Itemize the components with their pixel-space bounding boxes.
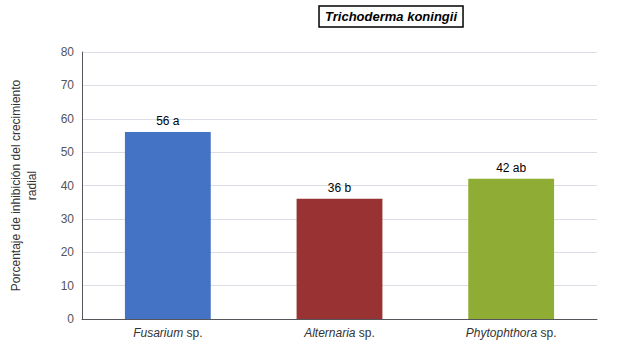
svg-text:42 ab: 42 ab [496,161,526,175]
svg-text:sp.: sp. [183,326,202,340]
svg-text:radial: radial [25,171,39,200]
svg-text:sp.: sp. [356,326,375,340]
svg-text:70: 70 [61,78,75,92]
svg-text:20: 20 [61,245,75,259]
svg-text:60: 60 [61,112,75,126]
svg-text:30: 30 [61,212,75,226]
svg-text:Alternaria: Alternaria [303,326,356,340]
svg-text:Phytophthora: Phytophthora [466,326,538,340]
svg-text:Trichoderma koningii: Trichoderma koningii [325,9,457,24]
svg-text:10: 10 [61,279,75,293]
svg-text:40: 40 [61,179,75,193]
svg-text:Porcentaje de inhibición del c: Porcentaje de inhibición del crecimiento [9,79,23,291]
svg-text:80: 80 [61,45,75,59]
svg-text:50: 50 [61,145,75,159]
svg-text:Fusarium: Fusarium [133,326,183,340]
svg-text:sp.: sp. [537,326,556,340]
svg-text:0: 0 [67,312,74,326]
svg-text:36 b: 36 b [328,181,352,195]
svg-text:56 a: 56 a [156,114,180,128]
